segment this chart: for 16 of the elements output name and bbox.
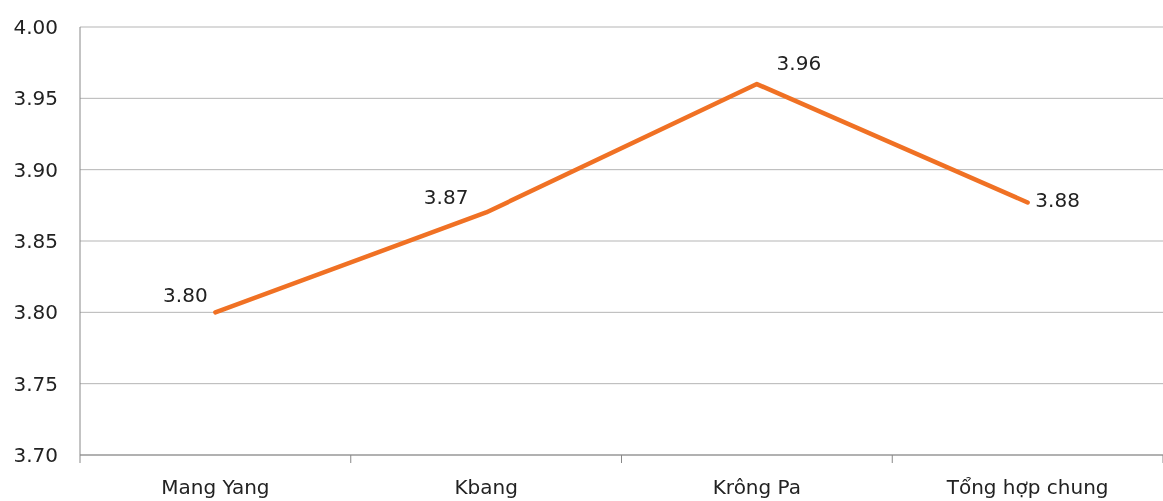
x-tick-label: Krông Pa (712, 475, 802, 499)
data-label: 3.80 (163, 283, 208, 308)
y-tick-label: 3.80 (13, 300, 58, 325)
x-tick-label: Mang Yang (161, 475, 270, 499)
data-label: 3.88 (1035, 188, 1080, 213)
data-label: 3.87 (423, 185, 469, 210)
y-tick-label: 3.70 (13, 443, 58, 467)
line-series (213, 81, 1030, 315)
y-tick-label: 4.00 (13, 15, 58, 39)
data-label: 3.96 (776, 51, 822, 76)
y-tick-label: 3.85 (13, 229, 58, 253)
y-tick-label: 3.90 (13, 157, 58, 182)
x-tick-label: Kbang (454, 475, 518, 499)
y-tick-label: 3.75 (13, 371, 58, 396)
y-tick-label: 3.95 (13, 86, 58, 111)
x-tick-label: Tổng hợp chung (945, 475, 1109, 499)
